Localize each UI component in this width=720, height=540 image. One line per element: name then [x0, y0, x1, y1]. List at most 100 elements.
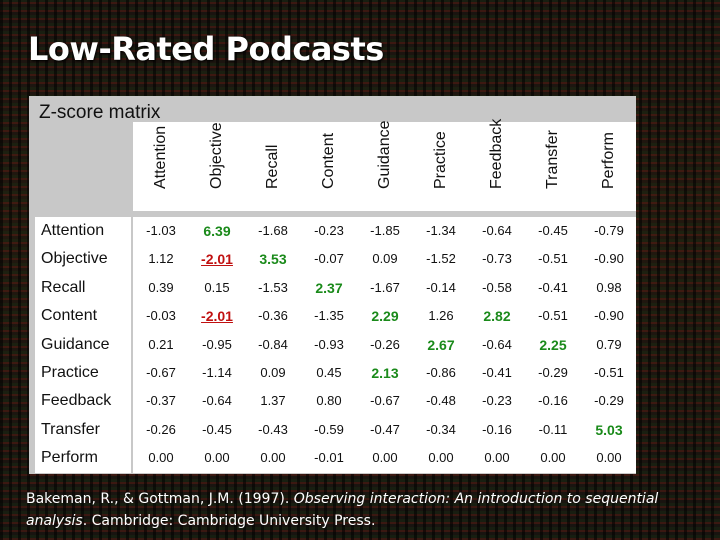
column-header: Transfer	[525, 123, 581, 207]
matrix-cell: 0.15	[204, 279, 230, 295]
matrix-cell: 0.00	[204, 450, 230, 466]
matrix-cell: 0.00	[540, 450, 566, 466]
matrix-cell: -0.29	[538, 365, 568, 380]
matrix-cell: 0.00	[260, 450, 286, 466]
column-header-label: Objective	[208, 122, 225, 189]
matrix-cell: 1.37	[260, 393, 286, 409]
matrix-cell: -0.59	[314, 421, 344, 437]
matrix-cell: -0.51	[594, 365, 624, 380]
row-header-label: Transfer	[41, 420, 100, 438]
matrix-cell: -0.36	[258, 308, 288, 324]
matrix-cell: -0.84	[258, 336, 288, 352]
matrix-cell: 2.25	[539, 336, 567, 353]
matrix-cell: -0.34	[426, 421, 456, 437]
citation-publisher: . Cambridge: Cambridge University Press.	[82, 513, 376, 529]
matrix-cell: 0.21	[148, 336, 174, 352]
matrix-cell: -0.58	[482, 279, 512, 295]
matrix-cell: -1.68	[258, 223, 288, 238]
column-header-label: Recall	[264, 144, 281, 189]
matrix-cell: -0.45	[202, 421, 232, 437]
matrix-cell: 0.00	[484, 450, 510, 466]
row-header-label: Attention	[41, 222, 105, 239]
column-header-label: Attention	[152, 125, 169, 189]
matrix-cell: -0.95	[202, 336, 232, 352]
matrix-cell: 0.00	[428, 450, 454, 466]
row-header-label: Recall	[41, 278, 86, 296]
citation: Bakeman, R., & Gottman, J.M. (1997). Obs…	[26, 488, 706, 532]
matrix-cell: -1.67	[370, 279, 400, 295]
matrix-cell: -0.11	[538, 421, 568, 437]
row-header-label: Guidance	[41, 335, 110, 353]
matrix-cell: -0.23	[482, 393, 512, 409]
matrix-cell: 2.13	[371, 365, 399, 381]
column-header: Content	[301, 123, 357, 207]
matrix-cell: 0.39	[148, 279, 174, 295]
matrix-cell: -0.41	[538, 279, 568, 295]
matrix-cell: 0.09	[372, 251, 398, 267]
matrix-cell: -0.51	[538, 251, 568, 267]
matrix-cell: -0.47	[370, 421, 400, 437]
matrix-cell: -0.43	[258, 421, 288, 437]
matrix-cell: -1.14	[202, 365, 232, 380]
column-header: Practice	[413, 123, 469, 207]
column-header-label: Content	[320, 132, 337, 189]
row-header-label: Feedback	[41, 392, 112, 410]
matrix-cell: 2.29	[371, 308, 399, 325]
matrix-title: Z-score matrix	[39, 102, 161, 123]
matrix-cell: 0.00	[148, 450, 174, 466]
matrix-cell: -0.26	[370, 336, 400, 352]
matrix-cell: 0.00	[596, 450, 622, 466]
matrix-cell: -0.29	[594, 393, 624, 409]
matrix-cell: -0.48	[426, 393, 456, 409]
matrix-cell: -1.03	[146, 223, 176, 238]
matrix-cell: -0.14	[426, 279, 456, 295]
column-header-label: Feedback	[488, 118, 505, 189]
row-headers: Attention Objective Recall Content Guidance P…	[35, 217, 131, 473]
matrix-cell: -0.26	[146, 421, 176, 437]
column-header: Objective	[189, 122, 245, 207]
matrix-cell: -1.52	[426, 251, 456, 267]
matrix-cell: 0.09	[260, 365, 286, 380]
matrix-cell: -0.01	[314, 450, 344, 466]
matrix-cell: 1.12	[148, 251, 174, 267]
matrix-cell: -0.64	[482, 336, 512, 352]
slide-title: Low-Rated Podcasts	[28, 30, 384, 68]
matrix-cell: -0.90	[594, 308, 624, 324]
matrix-cell: -0.93	[314, 336, 344, 352]
matrix-cell: 2.37	[315, 279, 343, 296]
column-header-label: Guidance	[376, 120, 393, 190]
matrix-cell: -0.16	[482, 421, 512, 437]
matrix-cell: -0.16	[538, 393, 568, 409]
matrix-cell: 1.26	[428, 308, 454, 324]
column-headers: Attention Objective Recall Content Guidance P…	[133, 119, 636, 211]
matrix-cell: 6.39	[203, 223, 231, 239]
matrix-cell: -0.90	[594, 251, 624, 267]
matrix-cell: -0.79	[594, 223, 624, 238]
column-header-label: Practice	[432, 131, 449, 189]
citation-title: Observing interaction: An introduction t…	[26, 491, 659, 529]
matrix-cell: 2.67	[427, 336, 455, 353]
matrix-cell: -1.35	[314, 308, 344, 324]
matrix-cell: 0.00	[372, 450, 398, 466]
matrix-cell: -1.34	[426, 223, 456, 238]
matrix-cell: -0.67	[146, 365, 176, 380]
column-header: Guidance	[357, 120, 413, 207]
row-header-label: Content	[41, 307, 98, 325]
row-header-label: Objective	[41, 250, 108, 268]
matrix-cell: -0.37	[146, 393, 176, 409]
matrix-cell: -0.03	[146, 308, 176, 324]
matrix-cell: -0.64	[202, 393, 232, 409]
matrix-grid: -1.03 6.39 -1.68 -0.23 -1.85 -1.34 -0.64 -0.45 -…	[133, 217, 636, 473]
matrix-cell: 0.80	[316, 393, 342, 409]
column-header: Attention	[133, 123, 189, 207]
matrix-cell: 0.45	[316, 365, 342, 380]
matrix-cell: 0.79	[596, 336, 622, 352]
column-header: Feedback	[469, 119, 525, 207]
matrix-cell: -0.41	[482, 365, 512, 380]
citation-authors: Bakeman, R., & Gottman, J.M. (1997).	[26, 491, 294, 507]
matrix-cell: -0.23	[314, 223, 344, 238]
matrix-cell: 2.82	[483, 308, 511, 325]
matrix-cell: -0.64	[482, 223, 512, 238]
matrix-cell: -2.01	[201, 251, 233, 268]
matrix-cell: -0.86	[426, 365, 456, 380]
